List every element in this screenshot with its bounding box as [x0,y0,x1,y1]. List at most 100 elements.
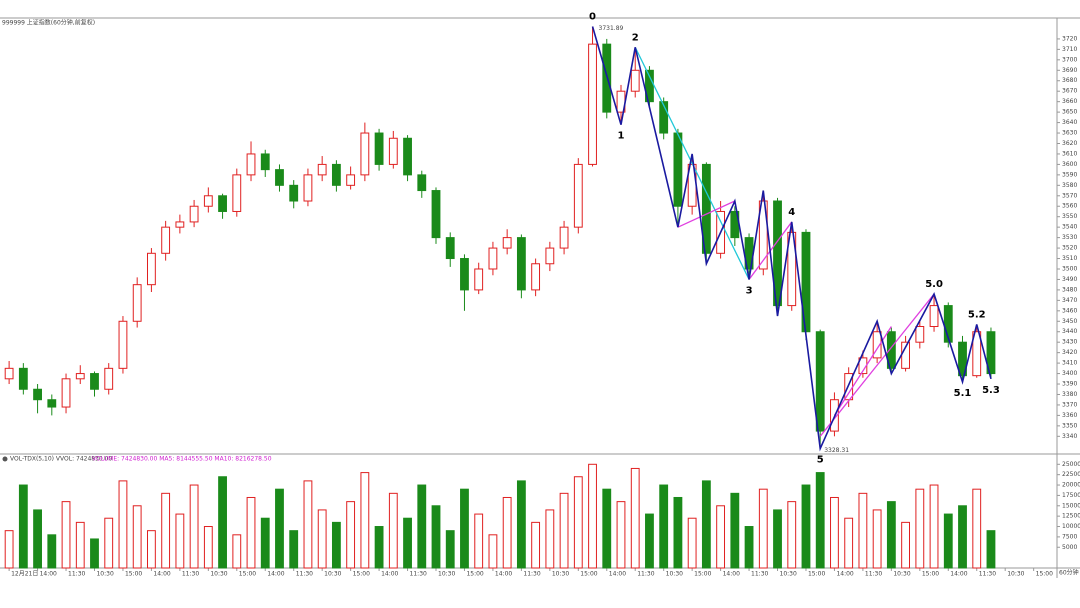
volume-bar [189,484,199,569]
volume-bar [18,484,28,569]
volume-bar [616,501,626,569]
x-tick-label: 10:30 [210,571,227,578]
trend-line [677,200,736,228]
candle-body [417,174,427,192]
candle-body [33,388,42,401]
x-tick-label: 15:00 [1036,571,1053,578]
volume-bar [758,488,768,569]
candle-body [75,373,85,380]
candle-body [360,132,370,176]
candle-body [929,305,939,328]
volume-bar [75,521,85,569]
candle-body [246,153,256,176]
y-tick-label: 22500 [1062,471,1080,478]
candle-body [872,331,882,359]
y-tick-label: 3630 [1062,130,1077,137]
x-tick-label: 15:00 [922,571,939,578]
volume-bar [360,472,370,569]
volume-bar [716,505,726,569]
x-tick-label: 11:30 [865,571,882,578]
y-tick-label: 3600 [1062,161,1077,168]
chart-title: 999999 上证指数(60分钟,前复权) [2,19,95,27]
volume-bar [630,467,640,569]
volume-bar [886,501,896,569]
candle-body [331,163,341,186]
volume-bar [701,480,711,569]
candle-body [502,237,512,249]
candle-body [573,163,583,228]
volume-bar [744,526,754,569]
y-tick-label: 3560 [1062,203,1077,210]
volume-bar [986,530,996,569]
candle-body [132,284,142,322]
candle-body [275,169,284,186]
y-tick-label: 3400 [1062,370,1077,377]
y-tick-label: 3430 [1062,339,1077,346]
x-tick-label: 15:00 [125,571,142,578]
volume-bar [801,484,811,569]
candle-body [516,237,526,291]
candle-body [758,200,768,270]
volume-bar [573,476,583,569]
volume-bar [588,463,597,569]
y-tick-label: 3470 [1062,297,1077,304]
candle-body [4,367,14,380]
candle-body [545,247,555,265]
volume-bar [61,501,71,569]
x-tick-label: 11:30 [182,571,199,578]
x-tick-label: 14:00 [153,571,170,578]
y-tick-label: 3380 [1062,391,1077,398]
candle-body [886,331,896,369]
candle-body [588,43,597,165]
volume-bar [901,521,911,569]
volume-bar [4,530,14,569]
candle-body [474,268,484,291]
x-tick-label: 14:00 [40,571,57,578]
y-tick-label: 3710 [1062,46,1077,53]
volume-bar [915,488,925,569]
candle-body [161,226,171,254]
volume-bar [260,517,270,569]
volume-bar [289,530,299,569]
volume-bar [132,505,142,569]
candle-body [374,132,384,165]
candle-body [317,163,327,176]
candle-body [303,174,313,202]
trend-line [819,293,935,437]
y-tick-label: 3520 [1062,245,1077,252]
volume-bar [118,480,128,569]
y-tick-label: 20000 [1062,482,1080,489]
volume-bar [488,534,498,569]
candle-body [90,373,99,390]
y-tick-label: 3390 [1062,381,1077,388]
y-tick-label: 3610 [1062,150,1077,157]
volume-bar [90,538,99,569]
y-tick-label: 3670 [1062,88,1077,95]
y-tick-label: 3350 [1062,422,1077,429]
volume-bar [403,517,412,569]
x-tick-label: 15:00 [353,571,370,578]
volume-bar [218,476,227,569]
y-tick-label: 3370 [1062,401,1077,408]
volume-bar [958,505,967,569]
volume-bar [531,521,541,569]
candle-body [47,399,57,408]
x-tick-label: 10:30 [666,571,683,578]
y-tick-label: 5000 [1062,544,1077,551]
y-tick-label: 3550 [1062,213,1077,220]
volume-bar [502,496,512,569]
wave-label: 4 [788,207,795,218]
volume-bar [303,480,313,569]
volume-bar [545,509,555,569]
x-tick-label: 11:30 [637,571,654,578]
y-tick-label: 3580 [1062,182,1077,189]
volume-bar [388,492,398,569]
x-tick-label: 10:30 [780,571,797,578]
volume-bar [317,509,327,569]
x-tick-label: 10:30 [324,571,341,578]
volume-bar [844,517,854,569]
wave-label: 5 [817,455,824,466]
candle-body [232,174,242,212]
x-tick-label: 14:00 [836,571,853,578]
